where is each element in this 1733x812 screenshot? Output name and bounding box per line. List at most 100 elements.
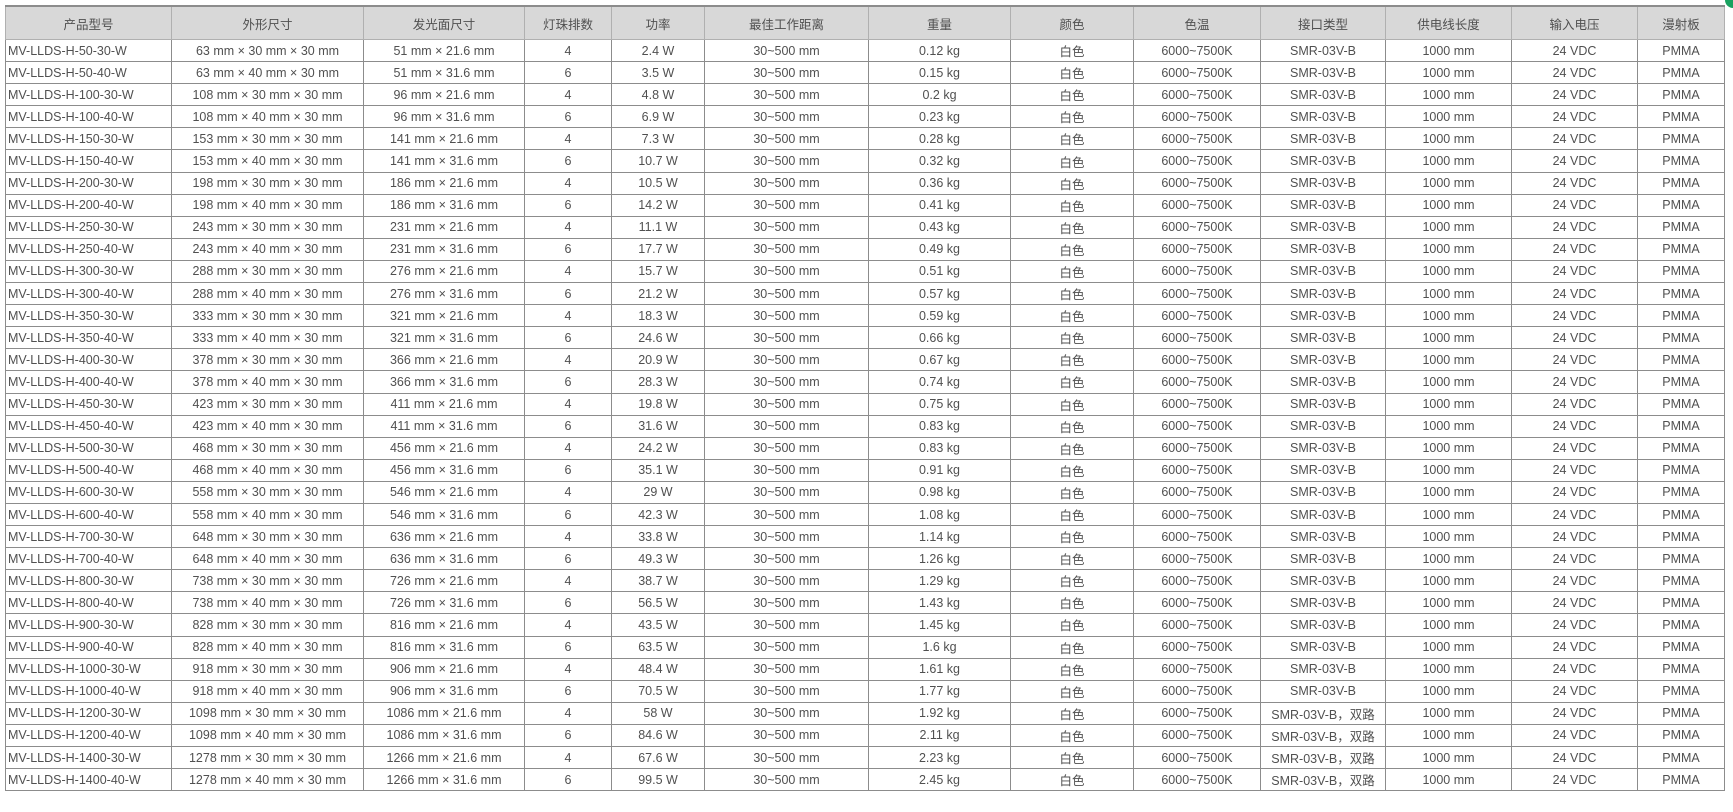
cell-weight: 0.41 kg <box>868 193 1011 217</box>
cell-working-distance: 30~500 mm <box>704 304 869 328</box>
cell-model: MV-LLDS-H-1200-30-W <box>5 701 172 725</box>
cell-emitting-size: 51 mm × 31.6 mm <box>363 61 525 85</box>
cell-power: 56.5 W <box>611 591 705 615</box>
cell-diffuser: PMMA <box>1637 547 1725 571</box>
cell-color: 白色 <box>1010 768 1134 792</box>
cell-connector: SMR-03V-B <box>1260 657 1386 681</box>
table-row: MV-LLDS-H-450-30-W 423 mm × 30 mm × 30 mm… <box>5 392 1725 416</box>
cell-outer-size: 1278 mm × 40 mm × 30 mm <box>171 768 364 792</box>
cell-color: 白色 <box>1010 149 1134 173</box>
cell-emitting-size: 1266 mm × 21.6 mm <box>363 745 525 770</box>
cell-led-rows: 6 <box>524 591 612 615</box>
cell-emitting-size: 366 mm × 21.6 mm <box>363 348 525 372</box>
cell-model: MV-LLDS-H-300-30-W <box>5 259 172 284</box>
cell-emitting-size: 141 mm × 21.6 mm <box>363 127 525 151</box>
cell-led-rows: 4 <box>524 745 612 770</box>
cell-diffuser: PMMA <box>1637 436 1725 460</box>
cell-color-temp: 6000~7500K <box>1133 436 1261 460</box>
cell-model: MV-LLDS-H-200-30-W <box>5 171 172 195</box>
cell-color-temp: 6000~7500K <box>1133 193 1261 217</box>
cell-working-distance: 30~500 mm <box>704 591 869 615</box>
cell-weight: 0.2 kg <box>868 83 1011 107</box>
cell-input-voltage: 24 VDC <box>1511 61 1638 85</box>
cell-power: 24.2 W <box>611 436 705 460</box>
cell-cable-length: 1000 mm <box>1385 591 1512 615</box>
cell-working-distance: 30~500 mm <box>704 38 869 63</box>
cell-connector: SMR-03V-B <box>1260 370 1386 394</box>
cell-input-voltage: 24 VDC <box>1511 768 1638 792</box>
cell-power: 33.8 W <box>611 525 705 549</box>
cell-emitting-size: 276 mm × 31.6 mm <box>363 282 525 306</box>
cell-diffuser: PMMA <box>1637 83 1725 107</box>
cell-led-rows: 4 <box>524 480 612 504</box>
cell-color: 白色 <box>1010 613 1134 637</box>
table-row: MV-LLDS-H-100-30-W 108 mm × 30 mm × 30 mm… <box>5 83 1725 107</box>
cell-cable-length: 1000 mm <box>1385 149 1512 173</box>
cell-color-temp: 6000~7500K <box>1133 171 1261 195</box>
table-row: MV-LLDS-H-800-30-W 738 mm × 30 mm × 30 mm… <box>5 569 1725 593</box>
cell-weight: 0.83 kg <box>868 436 1011 460</box>
cell-weight: 0.57 kg <box>868 282 1011 306</box>
cell-color-temp: 6000~7500K <box>1133 701 1261 725</box>
cell-input-voltage: 24 VDC <box>1511 591 1638 615</box>
cell-outer-size: 378 mm × 40 mm × 30 mm <box>171 370 364 394</box>
cell-color-temp: 6000~7500K <box>1133 304 1261 328</box>
cell-outer-size: 738 mm × 40 mm × 30 mm <box>171 591 364 615</box>
cell-outer-size: 288 mm × 30 mm × 30 mm <box>171 259 364 284</box>
cell-connector: SMR-03V-B <box>1260 127 1386 151</box>
cell-emitting-size: 816 mm × 21.6 mm <box>363 613 525 637</box>
table-row: MV-LLDS-H-150-30-W 153 mm × 30 mm × 30 mm… <box>5 127 1725 151</box>
cell-power: 20.9 W <box>611 348 705 372</box>
header-working-distance: 最佳工作距离 <box>704 5 869 40</box>
cell-cable-length: 1000 mm <box>1385 745 1512 770</box>
cell-weight: 1.77 kg <box>868 679 1011 703</box>
cell-color: 白色 <box>1010 127 1134 151</box>
cell-color: 白色 <box>1010 83 1134 107</box>
cell-cable-length: 1000 mm <box>1385 259 1512 284</box>
cell-connector: SMR-03V-B <box>1260 613 1386 637</box>
cell-color-temp: 6000~7500K <box>1133 613 1261 637</box>
cell-weight: 2.45 kg <box>868 768 1011 792</box>
cell-power: 6.9 W <box>611 105 705 129</box>
cell-color-temp: 6000~7500K <box>1133 414 1261 438</box>
cell-cable-length: 1000 mm <box>1385 436 1512 460</box>
cell-cable-length: 1000 mm <box>1385 613 1512 637</box>
cell-color: 白色 <box>1010 569 1134 593</box>
cell-input-voltage: 24 VDC <box>1511 723 1638 748</box>
cell-input-voltage: 24 VDC <box>1511 38 1638 63</box>
cell-power: 18.3 W <box>611 304 705 328</box>
cell-led-rows: 6 <box>524 458 612 482</box>
cell-color: 白色 <box>1010 105 1134 129</box>
cell-emitting-size: 816 mm × 31.6 mm <box>363 635 525 659</box>
cell-outer-size: 558 mm × 40 mm × 30 mm <box>171 502 364 527</box>
cell-model: MV-LLDS-H-250-30-W <box>5 215 172 239</box>
cell-weight: 2.23 kg <box>868 745 1011 770</box>
header-color: 颜色 <box>1010 5 1134 40</box>
cell-cable-length: 1000 mm <box>1385 768 1512 792</box>
cell-input-voltage: 24 VDC <box>1511 679 1638 703</box>
cell-connector: SMR-03V-B <box>1260 304 1386 328</box>
cell-outer-size: 738 mm × 30 mm × 30 mm <box>171 569 364 593</box>
cell-cable-length: 1000 mm <box>1385 348 1512 372</box>
cell-cable-length: 1000 mm <box>1385 326 1512 350</box>
cell-weight: 0.15 kg <box>868 61 1011 85</box>
cell-input-voltage: 24 VDC <box>1511 480 1638 504</box>
cell-connector: SMR-03V-B <box>1260 282 1386 306</box>
cell-power: 67.6 W <box>611 745 705 770</box>
table-row: MV-LLDS-H-900-40-W 828 mm × 40 mm × 30 mm… <box>5 635 1725 659</box>
table-row: MV-LLDS-H-400-40-W 378 mm × 40 mm × 30 mm… <box>5 370 1725 394</box>
cell-diffuser: PMMA <box>1637 458 1725 482</box>
cell-led-rows: 6 <box>524 326 612 350</box>
cell-color-temp: 6000~7500K <box>1133 547 1261 571</box>
cell-diffuser: PMMA <box>1637 392 1725 416</box>
cell-power: 14.2 W <box>611 193 705 217</box>
cell-weight: 0.32 kg <box>868 149 1011 173</box>
table-row: MV-LLDS-H-700-40-W 648 mm × 40 mm × 30 mm… <box>5 547 1725 571</box>
cell-connector: SMR-03V-B <box>1260 193 1386 217</box>
cell-working-distance: 30~500 mm <box>704 83 869 107</box>
cell-input-voltage: 24 VDC <box>1511 105 1638 129</box>
cell-emitting-size: 51 mm × 21.6 mm <box>363 38 525 63</box>
cell-color: 白色 <box>1010 502 1134 527</box>
cell-diffuser: PMMA <box>1637 480 1725 504</box>
cell-working-distance: 30~500 mm <box>704 502 869 527</box>
